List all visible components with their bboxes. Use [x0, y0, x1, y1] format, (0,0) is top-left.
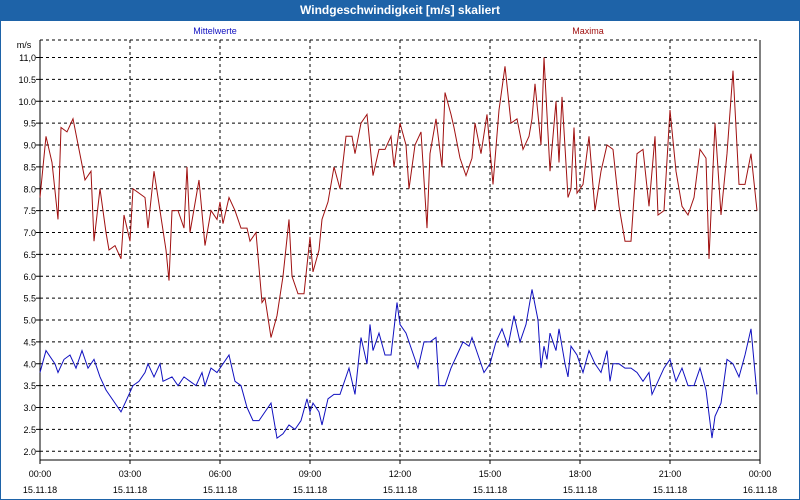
x-tick-time: 21:00 — [659, 469, 682, 479]
y-tick-label: 6.5 — [23, 250, 36, 260]
x-tick-date: 15.11.18 — [383, 485, 417, 495]
y-tick-label: 4.5 — [23, 337, 36, 347]
y-tick-label: 2.0 — [23, 447, 36, 457]
axes — [36, 39, 761, 464]
y-tick-label: 10.5 — [18, 75, 36, 85]
x-tick-time: 09:00 — [299, 469, 322, 479]
x-tick-time: 03:00 — [119, 469, 142, 479]
series-lines — [39, 57, 758, 439]
legend-label-0: Mittelwerte — [193, 26, 237, 36]
window-title: Windgeschwindigkeit [m/s] skaliert — [0, 0, 800, 20]
y-axis-unit: m/s — [17, 40, 32, 50]
x-tick-date: 15.11.18 — [293, 485, 327, 495]
y-tick-label: 7.5 — [23, 206, 36, 216]
x-tick-date: 16.11.18 — [743, 485, 777, 495]
y-tick-label: 3.0 — [23, 403, 36, 413]
y-tick-label: 5.5 — [23, 294, 36, 304]
y-tick-label: 4.0 — [23, 359, 36, 369]
y-tick-label: 6.0 — [23, 272, 36, 282]
y-tick-label: 7.0 — [23, 228, 36, 238]
x-tick-time: 06:00 — [209, 469, 232, 479]
x-tick-time: 12:00 — [389, 469, 412, 479]
x-tick-date: 15.11.18 — [23, 485, 57, 495]
series-line-0 — [39, 289, 758, 439]
x-tick-date: 15.11.18 — [473, 485, 507, 495]
y-tick-label: 11,0 — [19, 53, 36, 63]
x-tick-time: 15:00 — [479, 469, 502, 479]
x-tick-date: 15.11.18 — [203, 485, 237, 495]
x-tick-date: 15.11.18 — [113, 485, 147, 495]
y-tick-label: 5.0 — [23, 316, 36, 326]
y-tick-label: 2.5 — [23, 425, 36, 435]
legend-label-1: Maxima — [572, 26, 604, 36]
grid-lines — [40, 40, 760, 460]
axis-labels: 2.0 2.5 3.0 3.5 4.0 4.5 5.0 5.5 6.0 6.5 7.0 7.5 8.0 8… — [17, 26, 777, 495]
x-tick-date: 15.11.18 — [563, 485, 597, 495]
x-tick-time: 18:00 — [569, 469, 592, 479]
series-line-1 — [39, 57, 758, 338]
x-tick-date: 15.11.18 — [653, 485, 687, 495]
y-tick-label: 9.0 — [23, 141, 36, 151]
y-tick-label: 9.5 — [23, 119, 36, 129]
y-tick-label: 3.5 — [23, 381, 36, 391]
y-tick-label: 8.0 — [23, 184, 36, 194]
x-tick-time: 00:00 — [29, 469, 52, 479]
x-tick-time: 00:00 — [749, 469, 772, 479]
y-tick-label: 8.5 — [23, 162, 36, 172]
y-tick-label: 10.0 — [18, 97, 36, 107]
